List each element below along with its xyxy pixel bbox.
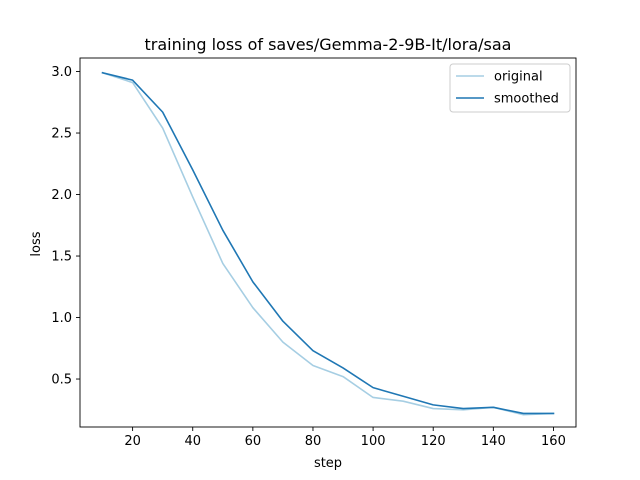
x-tick-label: 140 xyxy=(481,434,506,449)
y-tick-label: 3.0 xyxy=(51,65,72,80)
x-tick-label: 160 xyxy=(541,434,566,449)
x-tick-label: 100 xyxy=(361,434,386,449)
series-line-original xyxy=(101,71,555,416)
x-tick-label: 40 xyxy=(184,434,201,449)
x-tick-label: 20 xyxy=(124,434,141,449)
y-tick-label: 2.0 xyxy=(51,188,72,203)
y-tick-label: 2.5 xyxy=(51,127,72,142)
y-tick-label: 1.0 xyxy=(51,311,72,326)
x-tick-label: 60 xyxy=(245,434,262,449)
legend-label-smoothed: smoothed xyxy=(494,92,559,107)
y-tick-label: 1.5 xyxy=(51,250,72,265)
y-tick-label: 0.5 xyxy=(51,373,72,388)
legend-label-original: original xyxy=(494,70,543,85)
x-tick-label: 120 xyxy=(421,434,446,449)
plot-area: 20 40 60 80 100 120 140 160 0.5 1.0 1.5 2.0 2.5 3.0 or… xyxy=(51,57,577,449)
x-tick-label: 80 xyxy=(305,434,322,449)
chart-title: training loss of saves/Gemma-2-9B-It/lor… xyxy=(145,35,512,54)
series-line-smoothed xyxy=(101,71,555,415)
plot-frame xyxy=(79,57,577,428)
y-axis-label: loss xyxy=(29,231,44,256)
x-axis-label: step xyxy=(314,456,342,471)
